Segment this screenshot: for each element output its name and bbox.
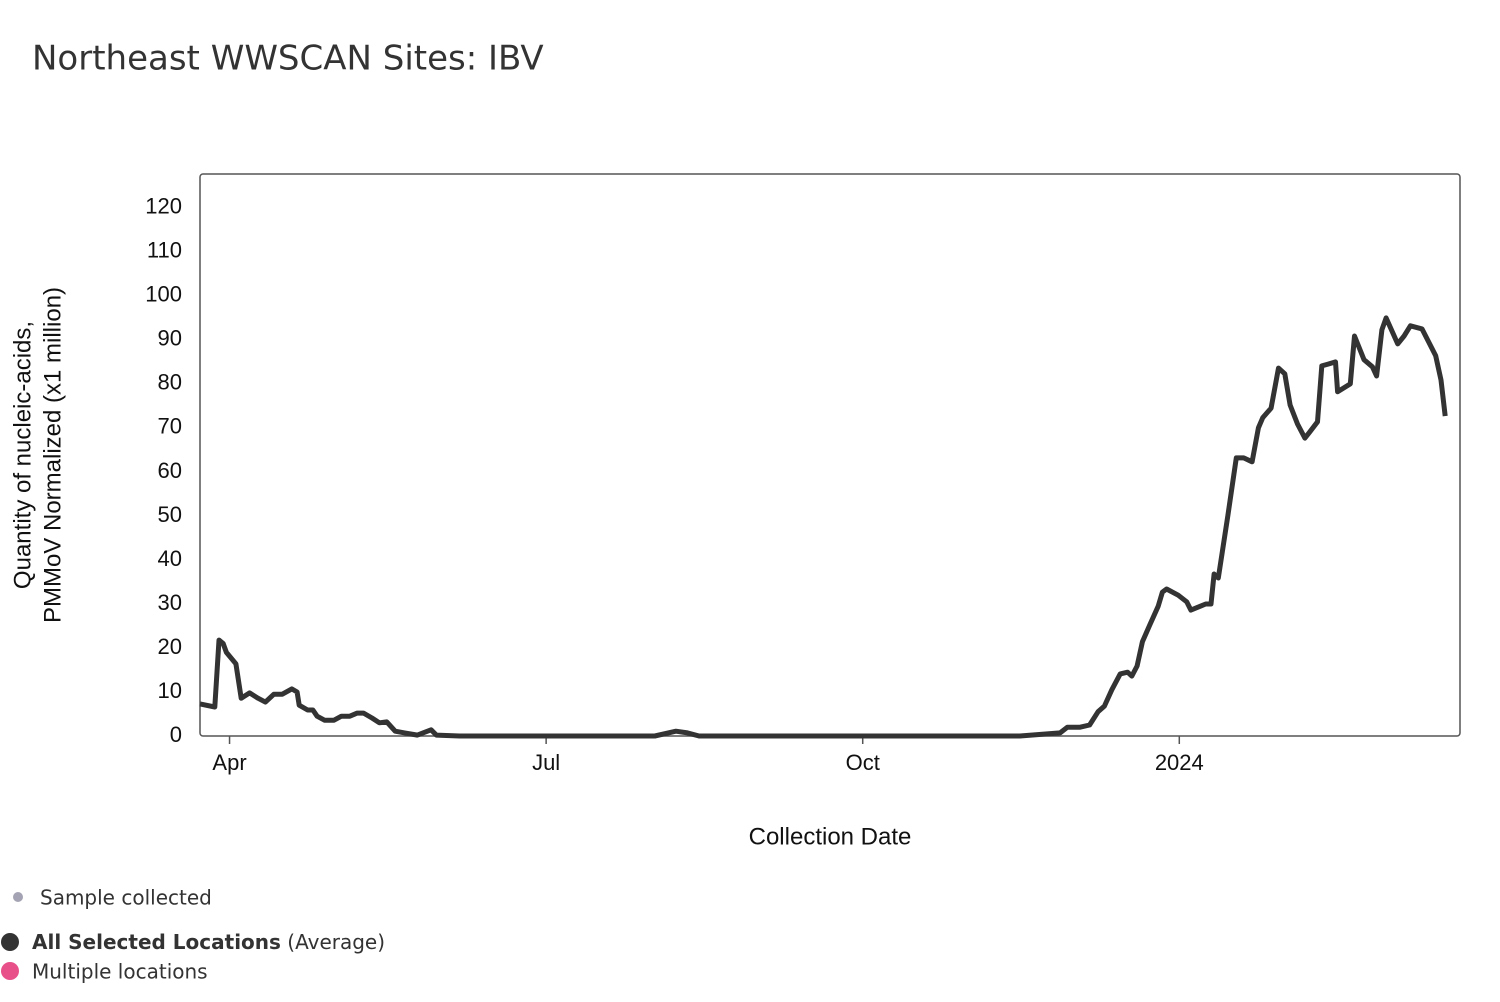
y-tick-label: 30: [158, 590, 182, 615]
y-tick-label: 40: [158, 546, 182, 571]
legend-marker: [1, 962, 19, 980]
x-tick-label: 2024: [1155, 750, 1204, 775]
legend-name: All Selected Locations: [32, 930, 281, 954]
y-axis-label: PMMoV Normalized (x1 million): [39, 287, 66, 623]
y-tick-label: 10: [158, 678, 182, 703]
plot-frame: [199, 173, 1461, 737]
y-tick-label: 100: [145, 282, 182, 307]
y-tick-label: 50: [158, 502, 182, 527]
y-tick-label: 90: [158, 326, 182, 351]
y-tick-label: 20: [158, 634, 182, 659]
y-tick-label: 0: [170, 722, 182, 747]
legend-marker: [1, 933, 19, 951]
y-tick-label: 60: [158, 458, 182, 483]
legend-label: Sample collected: [40, 886, 212, 910]
legend-label: All Selected Locations (Average): [32, 930, 385, 954]
legend-marker: [13, 892, 23, 902]
y-tick-label: 110: [147, 238, 182, 263]
y-tick-label: 120: [145, 194, 182, 219]
y-axis-label: Quantity of nucleic-acids,: [9, 321, 36, 589]
y-tick-label: 70: [158, 414, 182, 439]
data-line: [199, 315, 1448, 739]
x-tick-label: Apr: [212, 750, 246, 775]
chart-title: Northeast WWSCAN Sites: IBV: [32, 39, 544, 79]
x-tick-label: Jul: [532, 750, 560, 775]
legend-label: Multiple locations: [32, 960, 208, 984]
x-tick-label: Oct: [846, 750, 880, 775]
y-tick-label: 80: [158, 370, 182, 395]
legend-suffix: (Average): [287, 930, 385, 954]
x-axis-label: Collection Date: [749, 823, 912, 850]
